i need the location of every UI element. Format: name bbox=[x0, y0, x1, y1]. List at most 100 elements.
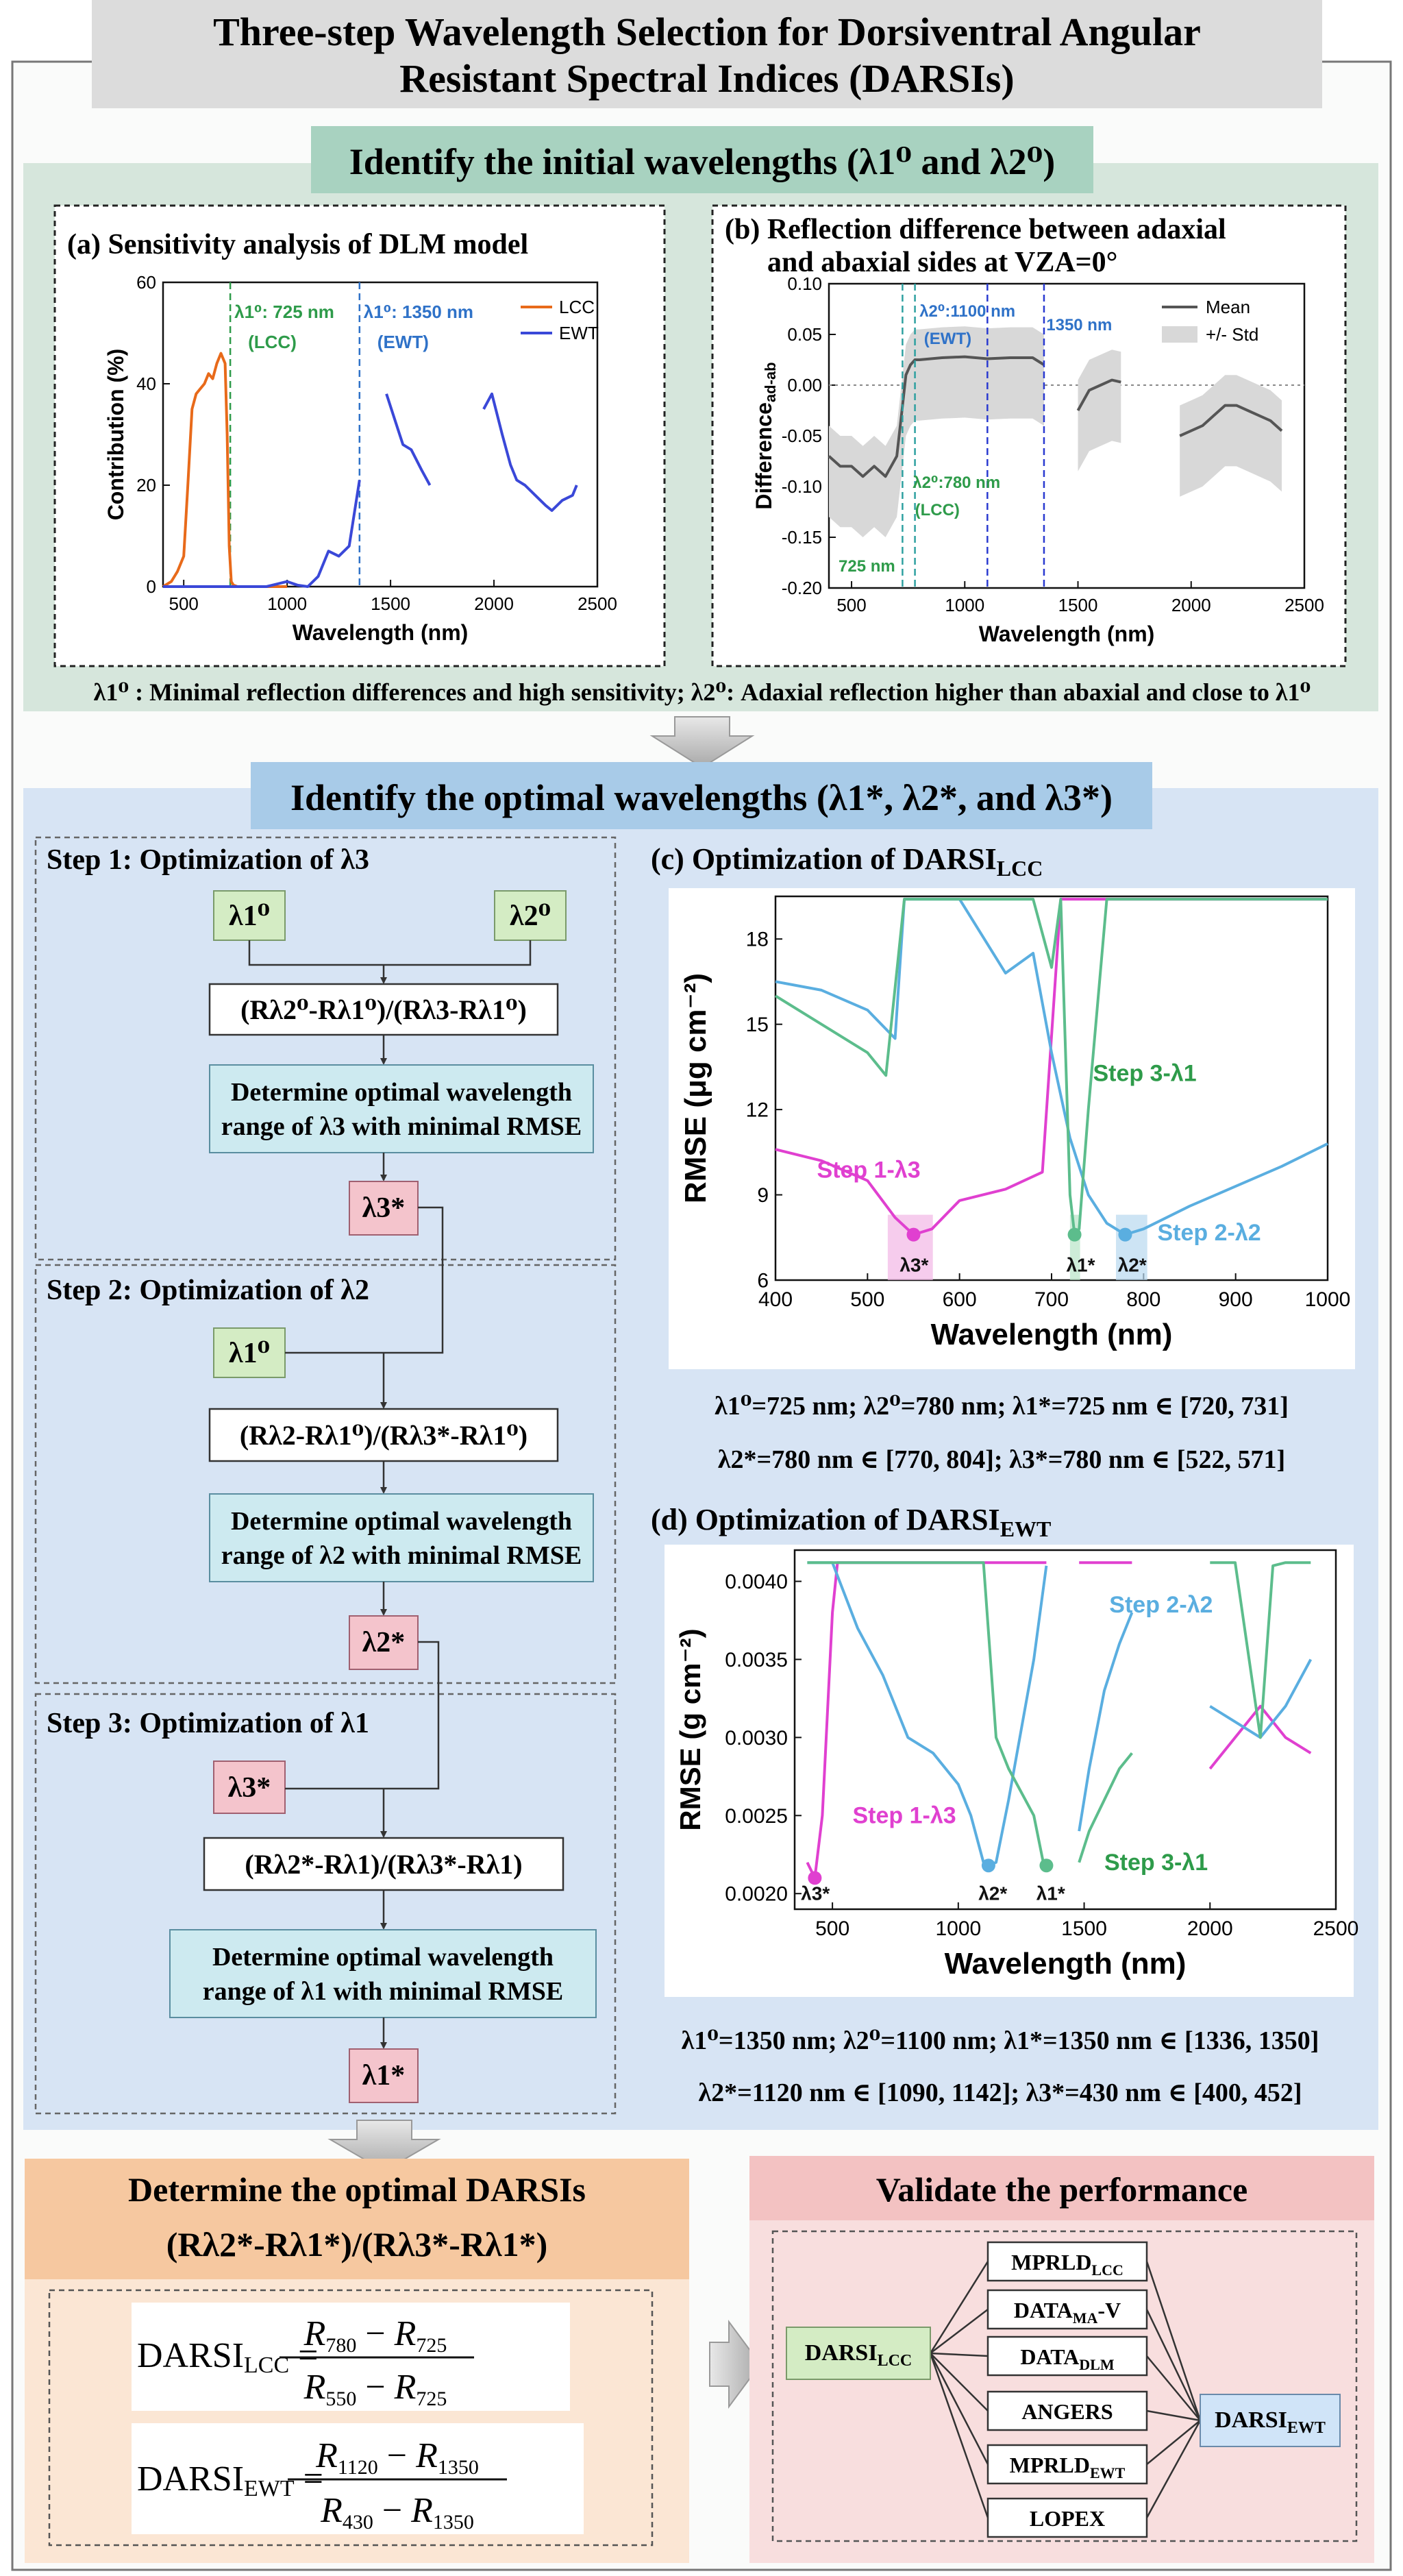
eq-ewt-num: R1120 − R1350 bbox=[315, 2436, 479, 2479]
title-line-2: Resistant Spectral Indices (DARSIs) bbox=[399, 56, 1014, 101]
edge-left bbox=[930, 2309, 989, 2354]
series-Step 2-λ2 bbox=[807, 1561, 1048, 1867]
dataset-node bbox=[986, 2289, 1148, 2330]
step2-frame bbox=[34, 1264, 617, 1684]
series-Step 3-λ1 bbox=[807, 1561, 1047, 1867]
x-tick-label: 1000 bbox=[935, 1917, 981, 1940]
l1-0-box-2 bbox=[213, 1327, 286, 1378]
determine-heading: Determine the optimal DARSIs bbox=[128, 2170, 586, 2209]
x-tick-label: 400 bbox=[758, 1288, 793, 1311]
edge-left bbox=[929, 2353, 989, 2465]
edge-left bbox=[930, 2353, 989, 2412]
x-tick-label: 600 bbox=[943, 1288, 977, 1311]
determine-formula: (Rλ2*-Rλ1*)/(Rλ3*-Rλ1*) bbox=[166, 2225, 547, 2264]
validate-header-bg bbox=[749, 2156, 1374, 2220]
x-tick-label: 2500 bbox=[1284, 595, 1324, 615]
legend-label: LCC bbox=[559, 297, 595, 317]
x-tick-label: 1500 bbox=[1058, 595, 1098, 615]
y-tick-label: 18 bbox=[746, 929, 769, 951]
formula1-text: (Rλ2⁰-Rλ1⁰)/(Rλ3-Rλ1⁰) bbox=[240, 994, 527, 1025]
det1-line1: Determine optimal wavelength bbox=[231, 1078, 572, 1107]
y-axis-label: Contribution (%) bbox=[103, 349, 128, 521]
series-Step 3-λ1 bbox=[1210, 1561, 1311, 1739]
vline-label: λ1⁰: 1350 nm bbox=[364, 302, 473, 322]
right-arrow bbox=[709, 2319, 762, 2409]
x-tick-label: 800 bbox=[1126, 1288, 1160, 1311]
x-axis-label: Wavelength (nm) bbox=[293, 620, 469, 645]
det1-box bbox=[209, 1064, 594, 1153]
chart-d: (d) Optimization of DARSIEWT 500 1000 1500… bbox=[651, 1503, 1358, 1997]
series-Step 3-λ1 bbox=[774, 898, 1328, 1236]
y-axis-label: RMSE (g cm⁻²) bbox=[674, 1628, 706, 1830]
out2-box bbox=[349, 1615, 419, 1670]
step2-title: Step 2: Optimization of λ2 bbox=[47, 1275, 369, 1306]
chart-d-title: (d) Optimization of DARSIEWT bbox=[651, 1503, 1051, 1541]
edge-right bbox=[1146, 2420, 1201, 2465]
series-ewt bbox=[163, 480, 361, 588]
dataset-node bbox=[986, 2497, 1148, 2538]
x-tick-label: 2500 bbox=[1313, 1917, 1359, 1940]
det3-line1: Determine optimal wavelength bbox=[212, 1943, 554, 1972]
out3-box bbox=[349, 2048, 419, 2103]
edge-left bbox=[929, 2353, 989, 2518]
y-tick-label: 0.00 bbox=[787, 375, 822, 395]
out3-label: λ1* bbox=[362, 2060, 406, 2092]
caption-d-2: λ2*=1120 nm ∈ [1090, 1142]; λ3*=430 nm ∈… bbox=[698, 2078, 1302, 2107]
annotation: λ3* bbox=[801, 1882, 830, 1904]
eq-lcc-num: R780 − R725 bbox=[303, 2314, 447, 2357]
caption-c-1: λ1⁰=725 nm; λ2⁰=780 nm; λ1*=725 nm ∈ [72… bbox=[715, 1392, 1289, 1421]
series-mean bbox=[1076, 378, 1121, 411]
y-tick-label: 0.0040 bbox=[725, 1571, 788, 1593]
x-tick-label: 500 bbox=[850, 1288, 884, 1311]
title-block: Three-step Wavelength Selection for Dors… bbox=[92, 0, 1322, 108]
vline-label: (EWT) bbox=[377, 332, 429, 352]
formula2-text: (Rλ2-Rλ1⁰)/(Rλ3*-Rλ1⁰) bbox=[240, 1420, 527, 1451]
down-arrow-2 bbox=[327, 2120, 441, 2172]
annotation: λ3* bbox=[899, 1255, 928, 1276]
legend-label: Mean bbox=[1206, 297, 1250, 317]
l3-star-box bbox=[213, 1761, 286, 1814]
y-tick-label: -0.15 bbox=[782, 527, 822, 548]
series-Step 3-λ1 bbox=[1078, 1752, 1133, 1863]
y-axis-label: Differencead-ab bbox=[752, 362, 779, 509]
formula3-box bbox=[203, 1837, 564, 1891]
annotation: λ1* bbox=[1036, 1882, 1065, 1904]
formula2-box bbox=[208, 1408, 559, 1462]
determine-formula-frame bbox=[48, 2289, 654, 2547]
edge-right bbox=[1146, 2409, 1201, 2422]
darsi-ewt-node bbox=[1200, 2394, 1341, 2447]
det1-line2: range of λ3 with minimal RMSE bbox=[221, 1112, 582, 1141]
l3-star-label: λ3* bbox=[228, 1772, 271, 1804]
annotation: Step 3-λ1 bbox=[1093, 1061, 1196, 1087]
y-axis-label: RMSE (μg cm⁻²) bbox=[679, 973, 712, 1203]
annotation: (LCC) bbox=[915, 501, 960, 519]
legend-label: +/- Std bbox=[1206, 324, 1258, 345]
annotation: (EWT) bbox=[924, 330, 971, 348]
edge-right bbox=[1145, 2420, 1202, 2518]
darsi-lcc-node bbox=[786, 2327, 931, 2380]
formula1-box bbox=[208, 983, 559, 1036]
step3-frame bbox=[34, 1693, 617, 2115]
dataset-label: DATADLM bbox=[1020, 2344, 1114, 2373]
l1-0-box bbox=[213, 890, 286, 941]
det2-box bbox=[209, 1493, 594, 1582]
optimum-marker bbox=[1067, 1227, 1082, 1242]
series-mean bbox=[828, 355, 1045, 478]
legend-label: EWT bbox=[559, 323, 599, 343]
validate-panel: Validate the performance DARSILCCDARSIEW… bbox=[749, 2156, 1374, 2563]
caption-c-2: λ2*=780 nm ∈ [770, 804]; λ3*=780 nm ∈ [5… bbox=[718, 1445, 1285, 1474]
dataset-label: LOPEX bbox=[1030, 2506, 1105, 2531]
x-axis-label: Wavelength (nm) bbox=[979, 622, 1155, 646]
dataset-node bbox=[986, 2444, 1148, 2485]
dataset-node bbox=[986, 2335, 1148, 2377]
connector-1-2 bbox=[384, 1206, 444, 1354]
eq-lcc-den: R550 − R725 bbox=[303, 2368, 447, 2410]
vline-label: λ1⁰: 725 nm bbox=[234, 302, 334, 322]
section2-header-bg bbox=[251, 762, 1152, 829]
out1-box bbox=[349, 1181, 419, 1236]
annotation: 1350 nm bbox=[1046, 316, 1112, 334]
y-tick-label: -0.10 bbox=[782, 476, 822, 497]
x-tick-label: 1500 bbox=[371, 593, 410, 614]
step1-frame bbox=[34, 836, 617, 1261]
y-tick-label: 9 bbox=[757, 1184, 769, 1207]
